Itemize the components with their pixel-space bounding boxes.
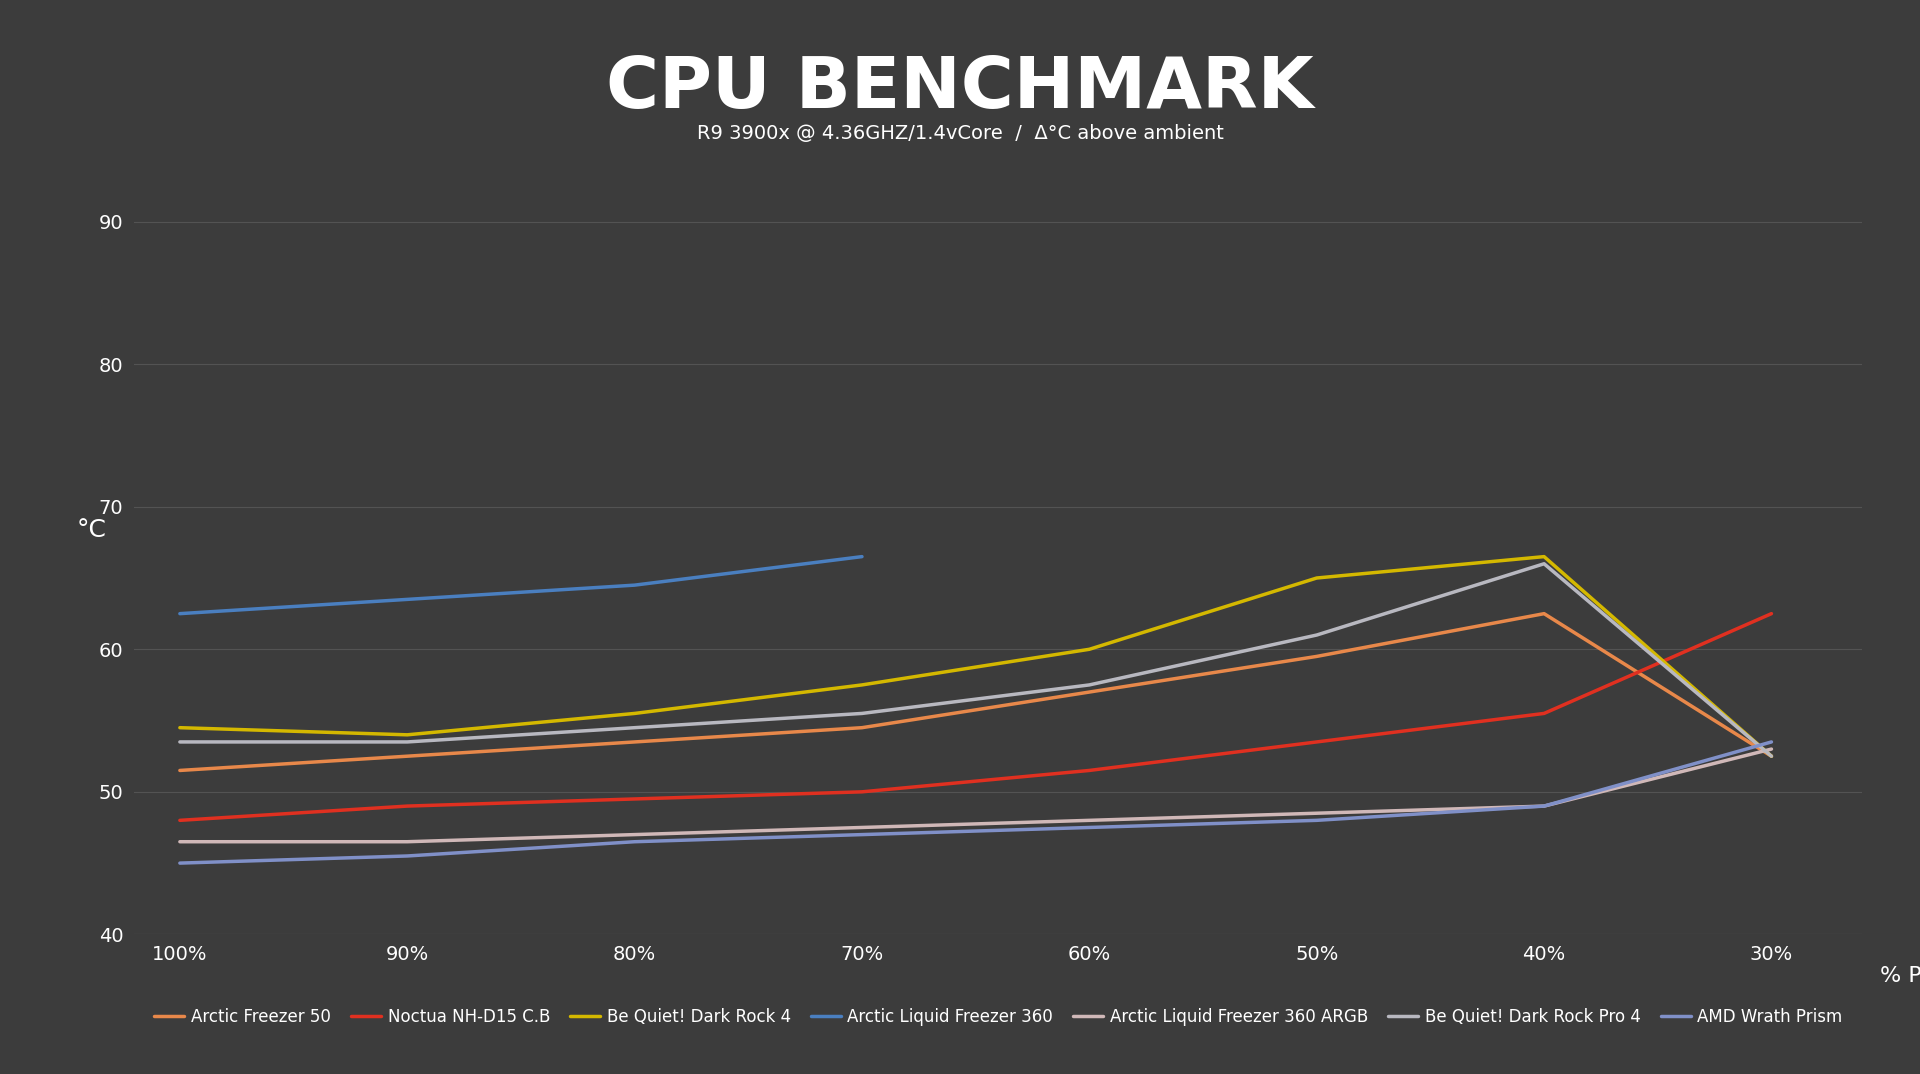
Arctic Freezer 50 — [169, 764, 192, 777]
Arctic Freezer 50 — [1532, 607, 1555, 620]
Noctua NH-D15 C.B — [1077, 764, 1100, 777]
Be Quiet! Dark Rock 4 — [624, 707, 647, 720]
Be Quiet! Dark Rock 4 — [1761, 750, 1784, 763]
Be Quiet! Dark Rock Pro 4 — [1077, 679, 1100, 692]
Arctic Liquid Freezer 360 — [169, 607, 192, 620]
Be Quiet! Dark Rock Pro 4 — [396, 736, 419, 749]
Arctic Liquid Freezer 360 ARGB — [1306, 807, 1329, 819]
Line: AMD Wrath Prism: AMD Wrath Prism — [180, 742, 1772, 863]
Line: Arctic Freezer 50: Arctic Freezer 50 — [180, 613, 1772, 770]
Arctic Liquid Freezer 360 ARGB — [851, 821, 874, 833]
Arctic Freezer 50 — [851, 722, 874, 735]
Be Quiet! Dark Rock 4 — [1532, 550, 1555, 563]
Be Quiet! Dark Rock 4 — [1306, 571, 1329, 584]
Arctic Freezer 50 — [396, 750, 419, 763]
AMD Wrath Prism — [396, 850, 419, 862]
Arctic Liquid Freezer 360 ARGB — [396, 836, 419, 848]
Be Quiet! Dark Rock 4 — [1077, 643, 1100, 656]
Arctic Liquid Freezer 360 ARGB — [624, 828, 647, 841]
Arctic Freezer 50 — [1306, 650, 1329, 663]
Noctua NH-D15 C.B — [396, 800, 419, 813]
AMD Wrath Prism — [624, 836, 647, 848]
Noctua NH-D15 C.B — [169, 814, 192, 827]
Arctic Freezer 50 — [1077, 685, 1100, 698]
Arctic Liquid Freezer 360 ARGB — [169, 836, 192, 848]
Be Quiet! Dark Rock Pro 4 — [851, 707, 874, 720]
AMD Wrath Prism — [851, 828, 874, 841]
Line: Arctic Liquid Freezer 360 ARGB: Arctic Liquid Freezer 360 ARGB — [180, 749, 1772, 842]
Arctic Liquid Freezer 360 — [396, 593, 419, 606]
Line: Be Quiet! Dark Rock Pro 4: Be Quiet! Dark Rock Pro 4 — [180, 564, 1772, 756]
Arctic Freezer 50 — [624, 736, 647, 749]
Text: % PWM: % PWM — [1880, 966, 1920, 986]
AMD Wrath Prism — [1077, 821, 1100, 833]
Be Quiet! Dark Rock 4 — [396, 728, 419, 741]
AMD Wrath Prism — [1761, 736, 1784, 749]
Arctic Liquid Freezer 360 — [851, 550, 874, 563]
Text: CPU BENCHMARK: CPU BENCHMARK — [607, 54, 1313, 122]
Be Quiet! Dark Rock Pro 4 — [1532, 557, 1555, 570]
Legend: Arctic Freezer 50, Noctua NH-D15 C.B, Be Quiet! Dark Rock 4, Arctic Liquid Freez: Arctic Freezer 50, Noctua NH-D15 C.B, Be… — [148, 1002, 1849, 1033]
Be Quiet! Dark Rock Pro 4 — [169, 736, 192, 749]
Be Quiet! Dark Rock 4 — [169, 722, 192, 735]
Line: Be Quiet! Dark Rock 4: Be Quiet! Dark Rock 4 — [180, 556, 1772, 756]
AMD Wrath Prism — [169, 857, 192, 870]
Be Quiet! Dark Rock Pro 4 — [1306, 628, 1329, 641]
AMD Wrath Prism — [1306, 814, 1329, 827]
Arctic Liquid Freezer 360 — [624, 579, 647, 592]
Line: Noctua NH-D15 C.B: Noctua NH-D15 C.B — [180, 613, 1772, 821]
Noctua NH-D15 C.B — [1532, 707, 1555, 720]
Arctic Liquid Freezer 360 ARGB — [1761, 742, 1784, 755]
Be Quiet! Dark Rock 4 — [851, 679, 874, 692]
AMD Wrath Prism — [1532, 800, 1555, 813]
Noctua NH-D15 C.B — [624, 793, 647, 806]
Y-axis label: °C: °C — [77, 519, 106, 542]
Arctic Freezer 50 — [1761, 750, 1784, 763]
Be Quiet! Dark Rock Pro 4 — [1761, 750, 1784, 763]
Text: R9 3900x @ 4.36GHZ/1.4vCore  /  Δ°C above ambient: R9 3900x @ 4.36GHZ/1.4vCore / Δ°C above … — [697, 124, 1223, 143]
Noctua NH-D15 C.B — [851, 785, 874, 798]
Be Quiet! Dark Rock Pro 4 — [624, 722, 647, 735]
Noctua NH-D15 C.B — [1306, 736, 1329, 749]
Line: Arctic Liquid Freezer 360: Arctic Liquid Freezer 360 — [180, 556, 862, 613]
Arctic Liquid Freezer 360 ARGB — [1077, 814, 1100, 827]
Arctic Liquid Freezer 360 ARGB — [1532, 800, 1555, 813]
Noctua NH-D15 C.B — [1761, 607, 1784, 620]
